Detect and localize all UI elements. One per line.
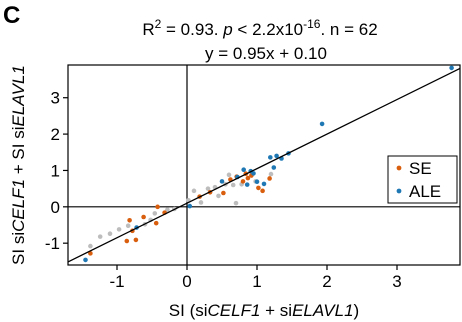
point-other-15: [216, 193, 221, 199]
r2-exponent: 2: [155, 17, 162, 31]
point-other-21: [268, 171, 274, 177]
x-label-gene2: ELAVL1: [292, 301, 353, 320]
plot-area: [67, 64, 461, 266]
point-se-16: [245, 175, 251, 181]
point-other-11: [191, 188, 197, 194]
legend-se-marker: [396, 165, 402, 171]
p-exponent: -16: [303, 17, 321, 31]
point-se-1: [124, 238, 130, 244]
point-other-7: [152, 211, 158, 216]
legend-se-label: SE: [409, 159, 432, 178]
data-points: [83, 65, 454, 263]
point-ale-10: [261, 181, 267, 187]
x-axis-ticks: -1 0 1 2 3: [109, 265, 402, 291]
point-ale-16: [319, 121, 325, 127]
y-axis-label: SI siCELF1 + SI siELAVL1: [9, 65, 28, 265]
point-se-7: [155, 204, 160, 210]
plot-frame: [67, 64, 461, 266]
point-se-5: [141, 214, 146, 220]
point-ale-0: [83, 257, 88, 263]
point-other-2: [107, 231, 113, 237]
point-ale-17: [449, 65, 454, 71]
x-label-gene1: CELF1: [208, 301, 261, 320]
point-other-13: [205, 186, 211, 191]
y-label-mid: + SI si: [9, 127, 28, 179]
x-tick-label-1: 0: [182, 272, 191, 291]
point-other-18: [233, 200, 239, 206]
point-se-20: [267, 176, 272, 181]
r2-value: = 0.93.: [161, 20, 223, 39]
point-other-1: [97, 234, 103, 239]
point-se-6: [153, 220, 159, 226]
point-ale-12: [271, 165, 277, 170]
point-other-17: [226, 172, 232, 178]
point-se-19: [260, 188, 265, 194]
n-text: . n = 62: [320, 20, 377, 39]
y-tick-label-0: -1: [45, 234, 60, 253]
point-other-12: [198, 200, 204, 205]
point-ale-9: [254, 179, 260, 185]
point-other-8: [165, 207, 170, 213]
point-se-18: [256, 185, 261, 191]
x-label-mid: + si: [260, 301, 292, 320]
point-ale-13: [274, 153, 279, 159]
point-ale-8: [251, 171, 256, 176]
point-ale-2: [187, 203, 193, 209]
y-tick-label-3: 2: [51, 125, 60, 144]
legend: SE ALE: [387, 155, 458, 204]
legend-box: [387, 155, 458, 204]
x-axis-label: SI (siCELF1 + siELAVL1): [169, 301, 359, 320]
point-other-4: [125, 223, 131, 229]
r2-prefix: R: [142, 20, 154, 39]
point-se-11: [221, 190, 226, 196]
y-tick-label-4: 3: [51, 89, 60, 108]
legend-ale-label: ALE: [409, 182, 441, 201]
x-tick-label-0: -1: [109, 272, 124, 291]
point-ale-5: [241, 167, 246, 173]
x-label-pre: SI (si: [169, 301, 208, 320]
p-value: < 2.2x10: [233, 20, 303, 39]
point-se-4: [127, 217, 132, 223]
y-label-gene2: ELAVL1: [9, 65, 28, 126]
regression-line: [67, 67, 461, 263]
y-label-gene1: CELF1: [9, 179, 28, 232]
point-se-2: [133, 237, 139, 243]
x-label-post: ): [354, 301, 360, 320]
stats-line: R2 = 0.93. p < 2.2x10-16. n = 62: [142, 17, 377, 39]
regression-equation: y = 0.95x + 0.10: [205, 44, 327, 63]
point-other-3: [116, 227, 122, 232]
x-tick-label-3: 2: [322, 272, 331, 291]
y-axis-ticks: -1 0 1 2 3: [45, 89, 68, 253]
point-other-0: [88, 243, 93, 249]
point-ale-3: [219, 179, 225, 184]
panel-label: C: [3, 2, 20, 29]
y-label-pre: SI si: [9, 232, 28, 265]
legend-ale-marker: [396, 188, 402, 194]
point-ale-11: [268, 155, 273, 160]
point-se-0: [88, 251, 93, 256]
point-se-14: [240, 179, 246, 184]
y-tick-label-2: 1: [51, 161, 60, 180]
point-other-22: [230, 182, 236, 188]
x-tick-label-4: 3: [392, 272, 401, 291]
x-tick-label-2: 1: [252, 272, 261, 291]
p-label: p: [222, 20, 232, 39]
point-ale-6: [244, 182, 250, 187]
y-tick-label-1: 0: [51, 198, 60, 217]
